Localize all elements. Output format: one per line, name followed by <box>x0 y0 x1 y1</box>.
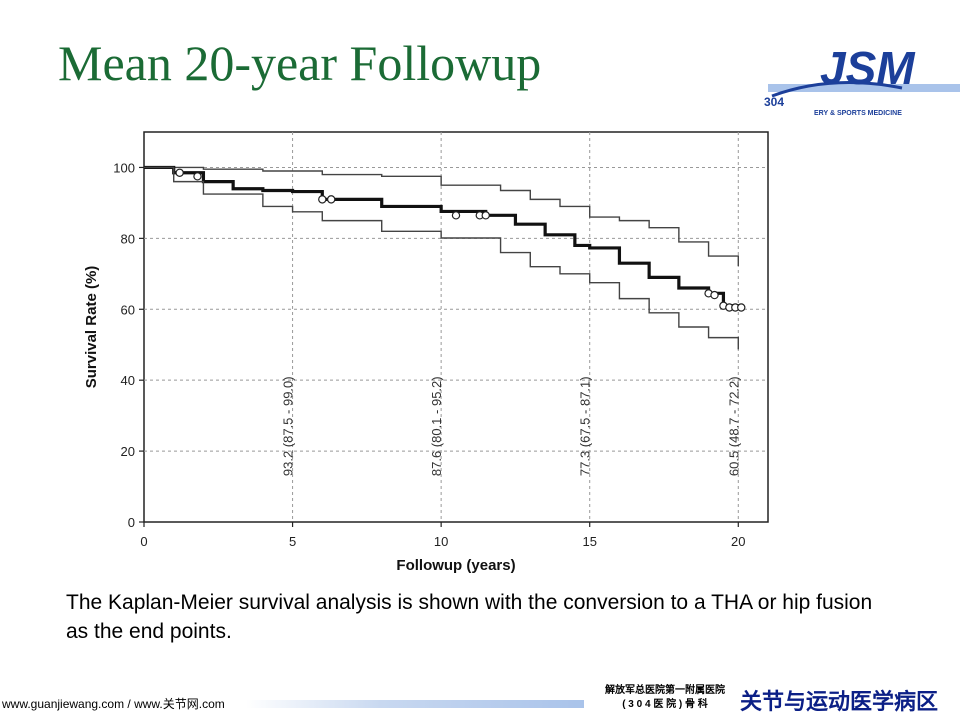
series-lines <box>144 165 740 350</box>
survival-chart: 93.2 (87.5 - 99.0) 87.6 (80.1 - 95.2) 77.3… <box>83 131 769 574</box>
footer-org-line2: ( 3 0 4 医 院 ) 骨 科 <box>622 699 708 710</box>
jsm-logo: JSM 304 ERY & SPORTS MEDICINE <box>764 44 960 117</box>
footer-url: www.guanjiewang.com / www.关节网.com <box>2 697 225 711</box>
x-tick-label: 15 <box>582 534 596 549</box>
censored-marker <box>737 303 746 312</box>
y-tick-label: 60 <box>121 302 135 317</box>
x-tick-label: 20 <box>731 534 745 549</box>
series-line-lower <box>144 166 739 350</box>
plot-frame <box>143 131 769 523</box>
footer-org: 解放军总医院第一附属医院 ( 3 0 4 医 院 ) 骨 科 <box>596 684 734 712</box>
annotation-label: 93.2 (87.5 - 99.0) <box>281 376 296 476</box>
censored-marker <box>481 211 490 220</box>
slide-caption: The Kaplan-Meier survival analysis is sh… <box>66 591 873 643</box>
censored-marker <box>193 172 202 181</box>
slide-title: Mean 20-year Followup <box>58 35 542 91</box>
annotation-labels: 93.2 (87.5 - 99.0) 87.6 (80.1 - 95.2) 77.3… <box>281 376 742 476</box>
plot-border <box>143 131 769 523</box>
y-tick-label: 40 <box>121 373 135 388</box>
censored-marker <box>326 195 336 204</box>
annotation-label: 60.5 (48.7 - 72.2) <box>726 376 741 476</box>
series-line-estimate <box>144 165 740 308</box>
logo-text: JSM <box>820 44 916 94</box>
y-tick-label: 20 <box>121 444 135 459</box>
y-tick-label: 80 <box>121 231 135 246</box>
logo-subtext: ERY & SPORTS MEDICINE <box>814 110 902 117</box>
censored-marker <box>175 168 184 177</box>
y-tick-label: 0 <box>128 515 135 530</box>
series-line-upper <box>144 166 739 267</box>
jsm-logo-mark: JSM 304 ERY & SPORTS MEDICINE <box>764 44 960 117</box>
annotation-label: 77.3 (67.5 - 87.1) <box>578 376 593 476</box>
y-tick-label: 100 <box>113 160 135 175</box>
footer-dept: 关节与运动医学病区 <box>740 689 939 714</box>
x-tick-label: 5 <box>289 534 296 549</box>
censored-marker <box>318 195 327 204</box>
logo-number: 304 <box>764 95 784 109</box>
grid-lines <box>144 132 768 522</box>
x-tick-label: 10 <box>434 534 448 549</box>
x-axis-label: Followup (years) <box>396 557 515 574</box>
y-axis-label: Survival Rate (%) <box>83 266 100 389</box>
censored-markers <box>175 168 746 312</box>
axis-ticks: 0 20 40 60 80 100 0 5 10 15 20 <box>113 160 745 549</box>
footer-bar <box>246 700 584 708</box>
censored-marker <box>710 290 719 300</box>
censored-marker <box>451 211 461 220</box>
x-tick-label: 0 <box>140 534 147 549</box>
annotation-label: 87.6 (80.1 - 95.2) <box>429 376 444 476</box>
footer-org-line1: 解放军总医院第一附属医院 <box>605 685 725 696</box>
